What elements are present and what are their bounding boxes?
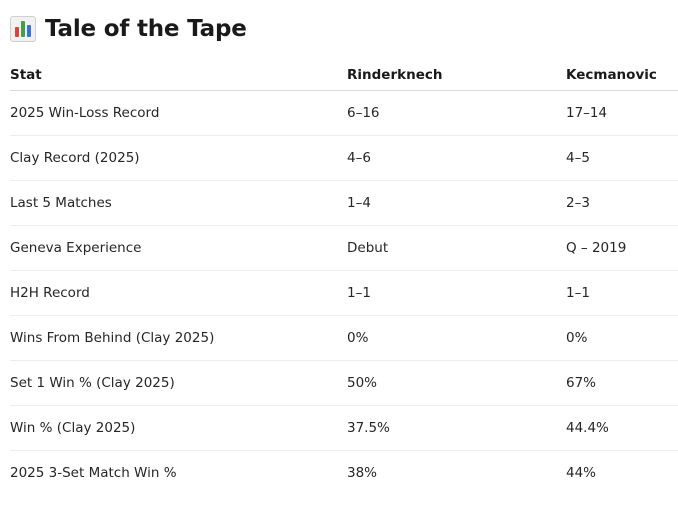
kecmanovic-value: 67% <box>566 360 678 406</box>
rinderknech-value: 1–1 <box>347 270 566 316</box>
kecmanovic-value: 4–5 <box>566 135 678 181</box>
table-header-row: Stat Rinderknech Kecmanovic <box>10 59 678 91</box>
kecmanovic-value: 17–14 <box>566 90 678 136</box>
stat-label: Wins From Behind (Clay 2025) <box>10 315 347 361</box>
kecmanovic-value: 44.4% <box>566 405 678 451</box>
kecmanovic-value: 44% <box>566 465 597 481</box>
table-row: Last 5 Matches 1–4 2–3 <box>10 180 678 226</box>
kecmanovic-value: 0% <box>566 315 678 361</box>
kecmanovic-value: 2–3 <box>566 180 678 226</box>
page-title: Tale of the Tape <box>45 16 247 42</box>
stat-label: Clay Record (2025) <box>10 135 347 181</box>
column-header-stat: Stat <box>10 59 347 91</box>
table-row: 2025 Win-Loss Record 6–16 17–14 <box>10 90 678 136</box>
column-header-rinderknech: Rinderknech <box>347 59 566 91</box>
kecmanovic-value: Q – 2019 <box>566 225 678 271</box>
column-header-kecmanovic: Kecmanovic <box>566 59 678 91</box>
rinderknech-value: 1–4 <box>347 180 566 226</box>
stat-label: Win % (Clay 2025) <box>10 405 347 451</box>
bar-chart-icon <box>10 16 36 42</box>
table-row: Wins From Behind (Clay 2025) 0% 0% <box>10 315 678 361</box>
table-row: Geneva Experience Debut Q – 2019 <box>10 225 678 271</box>
stat-label: Geneva Experience <box>10 225 347 271</box>
table-row: Set 1 Win % (Clay 2025) 50% 67% <box>10 360 678 406</box>
stat-label: 2025 3-Set Match Win % <box>10 465 177 481</box>
rinderknech-value: Debut <box>347 225 566 271</box>
rinderknech-value: 0% <box>347 315 566 361</box>
stat-label: 2025 Win-Loss Record <box>10 90 347 136</box>
page-heading: Tale of the Tape <box>10 12 247 46</box>
table-row: H2H Record 1–1 1–1 <box>10 270 678 316</box>
stat-label: Set 1 Win % (Clay 2025) <box>10 360 347 406</box>
rinderknech-value: 50% <box>347 360 566 406</box>
rinderknech-value: 38% <box>347 465 378 481</box>
rinderknech-value: 6–16 <box>347 90 566 136</box>
stat-label: Last 5 Matches <box>10 180 347 226</box>
kecmanovic-value: 1–1 <box>566 270 678 316</box>
rinderknech-value: 37.5% <box>347 405 566 451</box>
table-row: Clay Record (2025) 4–6 4–5 <box>10 135 678 181</box>
table-row: 2025 3-Set Match Win % 38% 44% <box>10 451 678 496</box>
table-row: Win % (Clay 2025) 37.5% 44.4% <box>10 405 678 451</box>
stat-label: H2H Record <box>10 270 347 316</box>
rinderknech-value: 4–6 <box>347 135 566 181</box>
tale-of-the-tape-table: Stat Rinderknech Kecmanovic 2025 Win-Los… <box>10 59 678 495</box>
